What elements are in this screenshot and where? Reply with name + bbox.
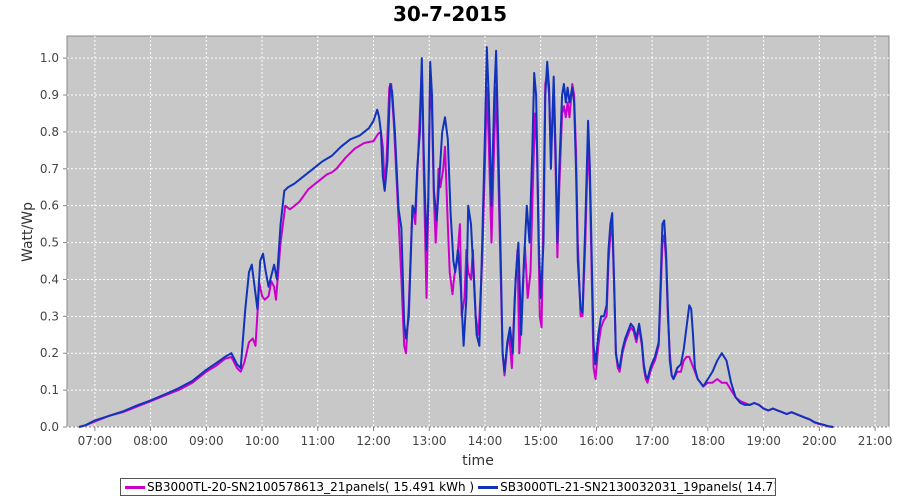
y-tick-label: 0.6: [40, 199, 59, 213]
legend: SB3000TL-20-SN2100578613_21panels( 15.49…: [120, 478, 776, 496]
chart-title: 30-7-2015: [392, 2, 507, 26]
y-tick-label: 0.8: [40, 125, 59, 139]
x-tick-label: 14:00: [468, 434, 503, 448]
x-tick-label: 10:00: [245, 434, 280, 448]
y-tick-label: 0.2: [40, 346, 59, 360]
series-line-2: [78, 46, 834, 428]
x-tick-label: 19:00: [746, 434, 781, 448]
x-tick-label: 12:00: [356, 434, 391, 448]
x-tick-label: 18:00: [691, 434, 726, 448]
y-tick-label: 0.0: [40, 420, 59, 434]
y-axis-label: Watt/Wp: [20, 202, 36, 262]
y-tick-label: 0.5: [40, 236, 59, 250]
x-tick-label: 09:00: [189, 434, 224, 448]
x-tick-label: 17:00: [635, 434, 670, 448]
y-tick-label: 0.9: [40, 88, 59, 102]
y-tick-label: 1.0: [40, 51, 59, 65]
x-tick-label: 08:00: [133, 434, 168, 448]
plot-area: [66, 35, 890, 428]
y-tick-label: 0.1: [40, 383, 59, 397]
x-axis-ticks: 07:00 08:00 09:00 10:00 11:00 12:00 13:00 14:00…: [78, 427, 893, 448]
legend-swatch-series-1: [125, 485, 145, 489]
legend-item: SB3000TL-21-SN2130032031_19panels( 14.71…: [474, 480, 775, 494]
y-tick-label: 0.7: [40, 162, 59, 176]
x-tick-label: 15:00: [523, 434, 558, 448]
series-layer: [78, 46, 834, 428]
x-tick-label: 16:00: [579, 434, 614, 448]
x-tick-label: 11:00: [300, 434, 335, 448]
y-tick-label: 0.3: [40, 309, 59, 323]
x-axis-label: time: [462, 453, 494, 469]
series-line-1: [78, 64, 834, 428]
x-tick-label: 07:00: [78, 434, 113, 448]
y-tick-label: 0.4: [40, 272, 59, 286]
x-tick-label: 13:00: [412, 434, 447, 448]
legend-label-series-1: SB3000TL-20-SN2100578613_21panels( 15.49…: [147, 480, 475, 494]
legend-label-series-2: SB3000TL-21-SN2130032031_19panels( 14.71…: [500, 480, 775, 494]
x-tick-label: 20:00: [802, 434, 837, 448]
legend-item: SB3000TL-20-SN2100578613_21panels( 15.49…: [121, 480, 474, 494]
legend-swatch-series-2: [478, 485, 499, 489]
y-axis-ticks: 0.0 0.1 0.2 0.3 0.4 0.5 0.6 0.7 0.8 0.9 1.0: [40, 51, 67, 434]
x-tick-label: 21:00: [858, 434, 893, 448]
